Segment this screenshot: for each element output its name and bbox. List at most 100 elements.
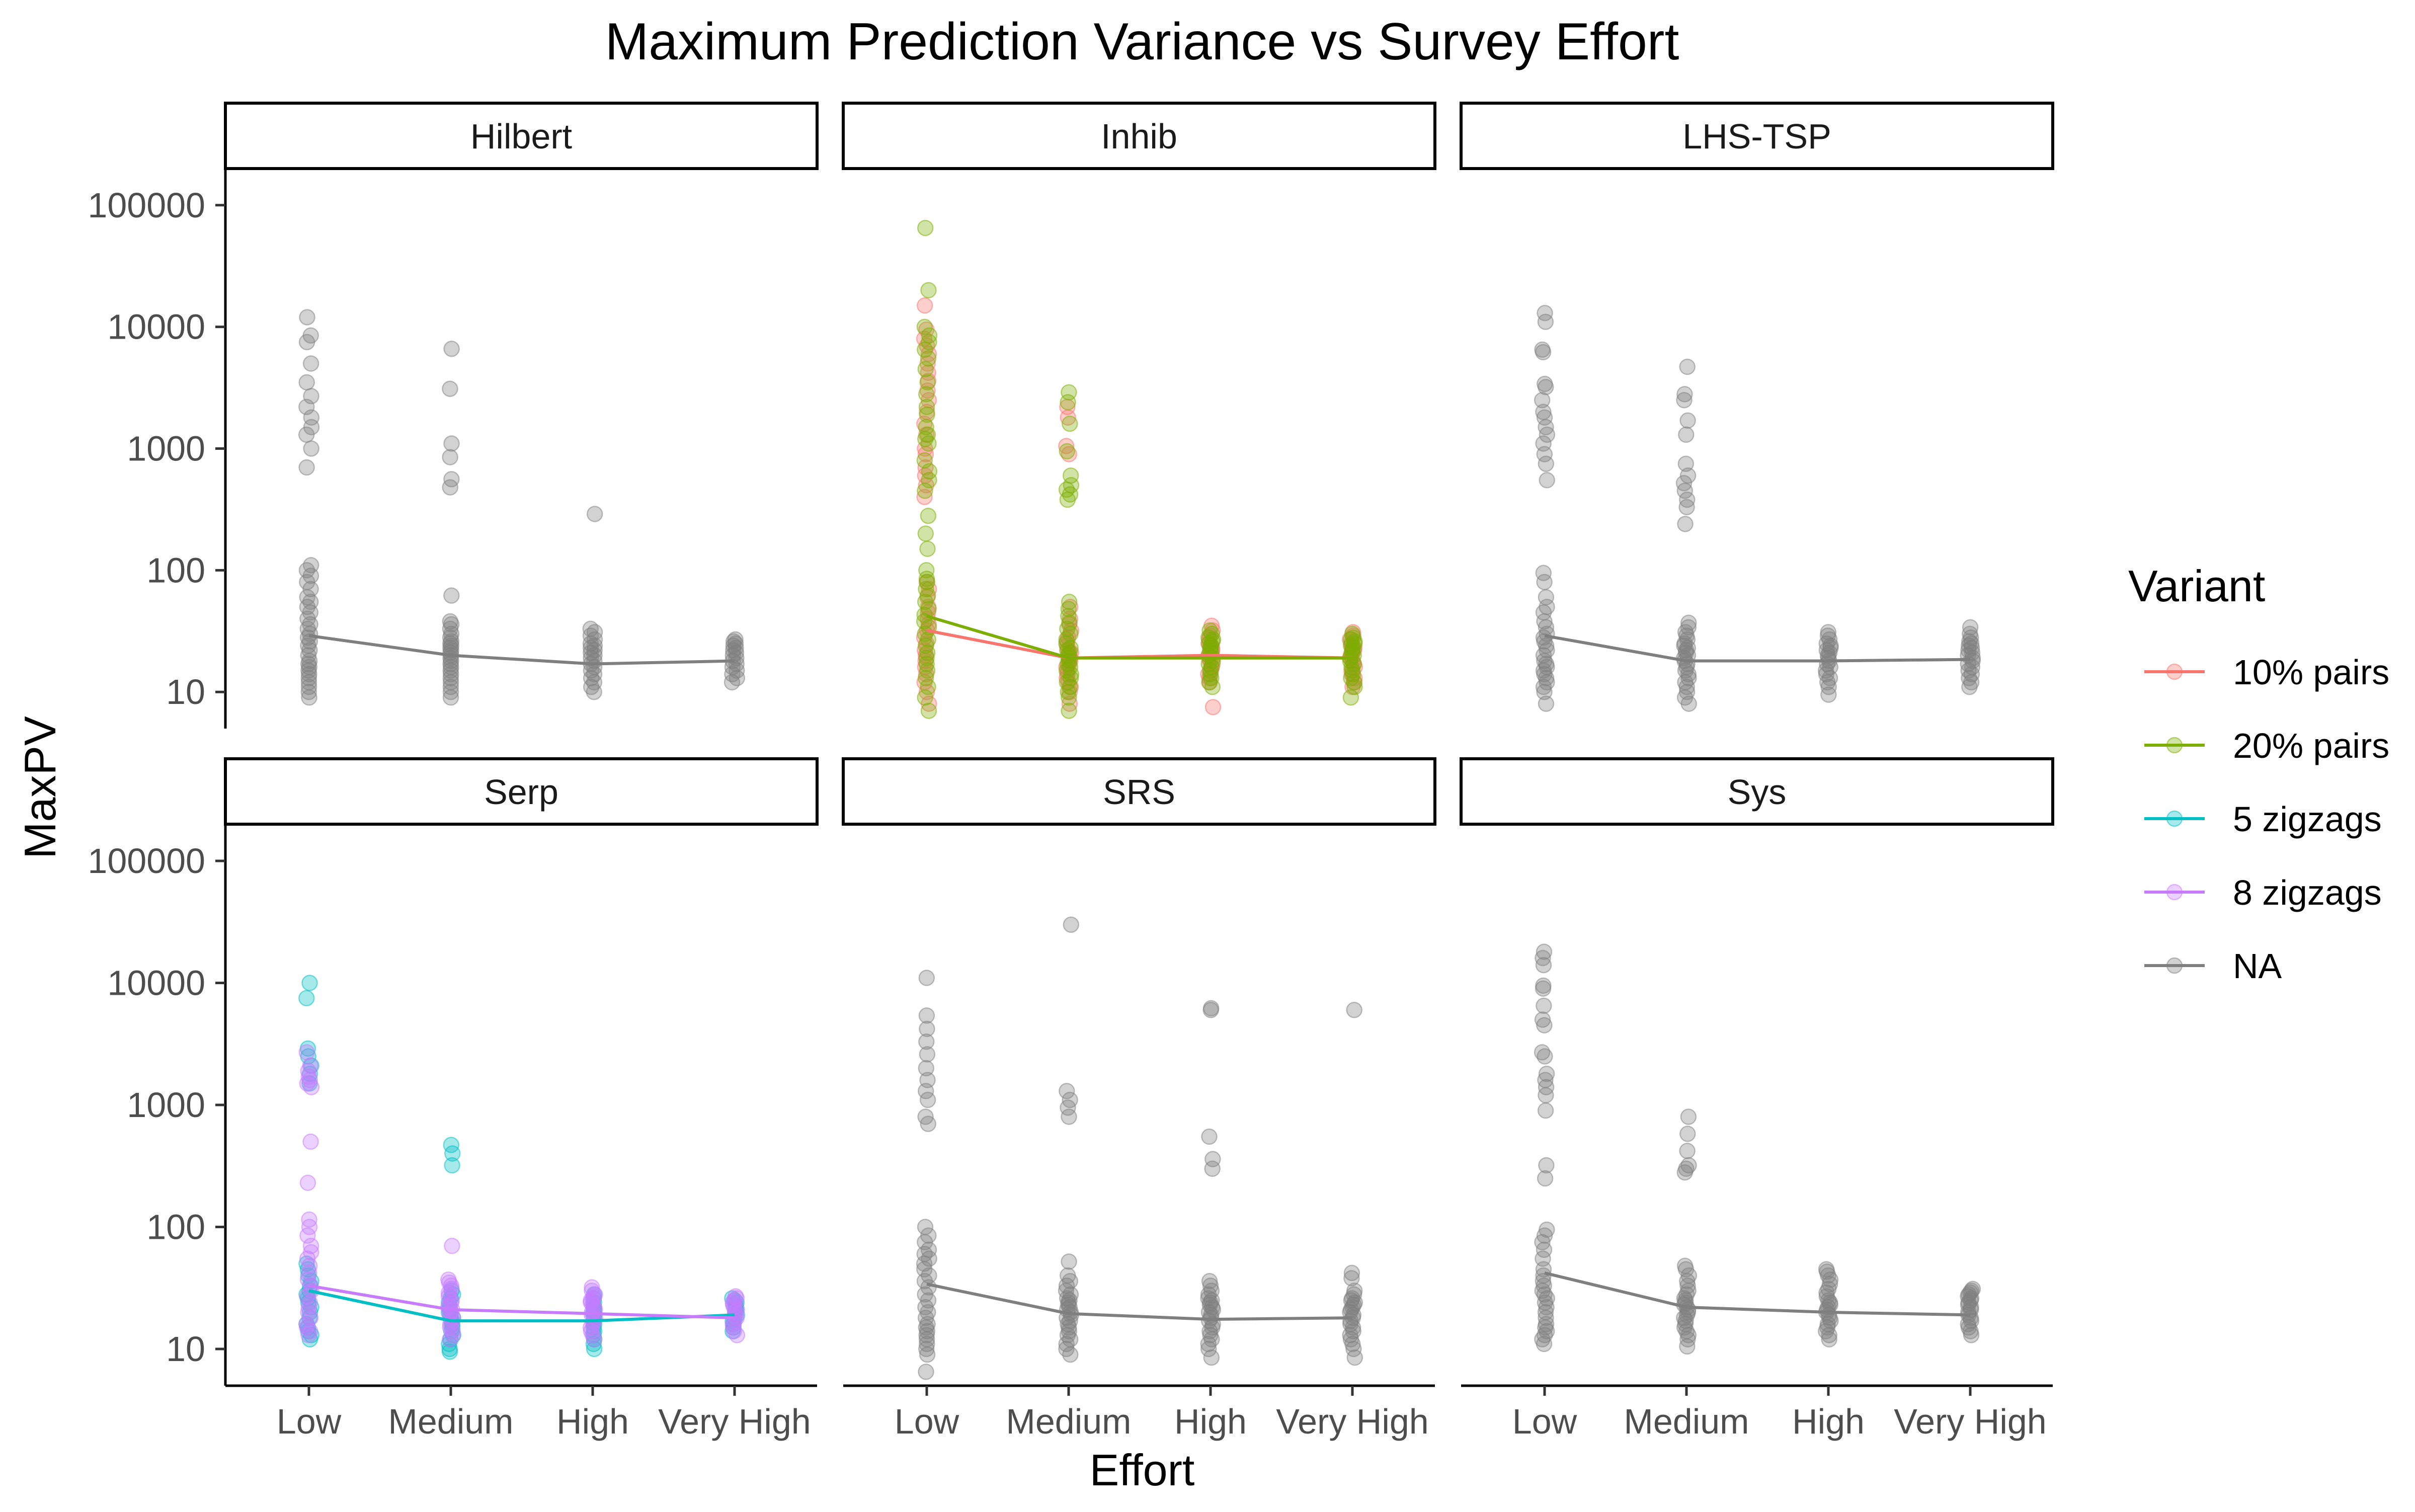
data-point bbox=[302, 1057, 318, 1074]
x-tick-label-high: High bbox=[556, 1402, 629, 1441]
data-point bbox=[303, 440, 319, 457]
data-point bbox=[1061, 702, 1077, 719]
data-point bbox=[1677, 624, 1694, 641]
data-point bbox=[918, 399, 935, 415]
data-point bbox=[1538, 589, 1555, 606]
data-point bbox=[917, 1108, 934, 1125]
data-point bbox=[725, 637, 742, 654]
data-point bbox=[1063, 916, 1080, 933]
data-point bbox=[1677, 516, 1694, 532]
data-point bbox=[1346, 1283, 1363, 1299]
y-tick-label: 100000 bbox=[88, 841, 205, 881]
data-point bbox=[920, 1241, 937, 1258]
data-point bbox=[585, 1335, 602, 1352]
data-point bbox=[444, 1237, 460, 1254]
data-point bbox=[1679, 1126, 1696, 1142]
data-point bbox=[918, 1060, 935, 1077]
facet-hilbert: Hilbert 10 100 1000 10000 100000 bbox=[88, 102, 819, 729]
data-point bbox=[919, 1316, 936, 1332]
x-tick-label-very-high: Very High bbox=[658, 1402, 811, 1441]
facet-strip-label-inhib: Inhib bbox=[1101, 117, 1177, 156]
facet-strip-label-lhs-tsp: LHS-TSP bbox=[1682, 117, 1831, 156]
data-point bbox=[916, 297, 933, 314]
data-point bbox=[302, 355, 319, 372]
data-point bbox=[1343, 1270, 1360, 1287]
facet-strip-label-hilbert: Hilbert bbox=[470, 117, 572, 156]
legend-label-20-pairs: 20% pairs bbox=[2233, 726, 2389, 765]
data-point bbox=[1536, 997, 1552, 1014]
data-point bbox=[920, 1227, 937, 1244]
data-point bbox=[1537, 313, 1554, 330]
facet-lhs-tsp: LHS-TSP bbox=[1460, 102, 2054, 712]
data-point bbox=[1535, 949, 1551, 967]
data-point bbox=[1679, 412, 1696, 429]
data-point bbox=[1536, 943, 1553, 960]
data-point bbox=[1343, 1264, 1360, 1282]
data-point bbox=[298, 374, 315, 391]
data-point bbox=[302, 327, 319, 344]
data-point bbox=[1536, 409, 1553, 426]
data-point bbox=[443, 341, 460, 357]
legend-key-point-5-zigzags bbox=[2166, 810, 2183, 827]
data-point bbox=[302, 1237, 319, 1254]
data-point bbox=[918, 1007, 935, 1024]
data-point bbox=[1537, 1170, 1554, 1187]
y-tick-label: 1000 bbox=[127, 429, 205, 468]
data-point bbox=[917, 689, 933, 706]
data-point bbox=[919, 587, 936, 604]
data-point bbox=[1201, 622, 1218, 639]
data-point bbox=[443, 587, 460, 604]
x-tick-label-low: Low bbox=[277, 1402, 342, 1441]
data-point bbox=[917, 483, 933, 499]
data-point bbox=[584, 1279, 600, 1296]
x-tick-label-low: Low bbox=[895, 1402, 959, 1441]
data-point bbox=[1062, 415, 1078, 432]
y-tick-label: 10 bbox=[166, 1329, 205, 1369]
data-point bbox=[583, 678, 600, 695]
data-point bbox=[921, 327, 938, 344]
facet-serp: Serp 10 100 1000 10000 100000 Low Medium High Ver… bbox=[88, 757, 819, 1441]
data-point bbox=[303, 409, 320, 426]
data-point bbox=[1536, 683, 1553, 700]
data-point bbox=[1678, 426, 1695, 443]
data-point bbox=[916, 489, 933, 505]
data-point bbox=[298, 1044, 315, 1061]
data-point bbox=[1537, 375, 1553, 392]
facet-strip-label-serp: Serp bbox=[484, 772, 558, 812]
data-point bbox=[1964, 1281, 1981, 1298]
data-point bbox=[916, 452, 933, 469]
data-point bbox=[918, 386, 935, 403]
data-point bbox=[1676, 386, 1693, 403]
data-point bbox=[300, 678, 317, 695]
series-line-inhib-20-pairs bbox=[926, 614, 1352, 660]
data-point bbox=[1537, 1072, 1554, 1088]
data-point bbox=[1679, 358, 1696, 375]
data-point bbox=[918, 970, 935, 986]
data-point bbox=[442, 449, 458, 465]
data-point bbox=[299, 1271, 316, 1288]
data-point bbox=[917, 219, 934, 236]
data-point bbox=[1534, 341, 1551, 358]
data-point bbox=[917, 525, 934, 542]
data-point bbox=[1060, 1267, 1076, 1284]
data-point bbox=[1962, 625, 1978, 643]
data-point bbox=[1204, 699, 1222, 715]
data-point bbox=[299, 309, 315, 326]
data-point bbox=[1062, 467, 1079, 484]
data-point bbox=[921, 334, 937, 351]
data-point bbox=[1680, 619, 1697, 635]
x-tick-label-high: High bbox=[1174, 1402, 1247, 1441]
data-point bbox=[1200, 1340, 1217, 1358]
data-point bbox=[1201, 1128, 1218, 1145]
data-point bbox=[582, 620, 599, 638]
data-point bbox=[1676, 1257, 1694, 1275]
facet-strip-sys bbox=[1460, 757, 2054, 826]
x-tick-label-low: Low bbox=[1512, 1402, 1577, 1441]
data-point bbox=[299, 1174, 316, 1191]
data-point bbox=[1535, 565, 1552, 581]
data-point bbox=[1535, 1272, 1552, 1290]
data-point bbox=[1679, 1143, 1696, 1159]
data-point bbox=[1680, 614, 1697, 631]
data-point bbox=[919, 662, 936, 679]
